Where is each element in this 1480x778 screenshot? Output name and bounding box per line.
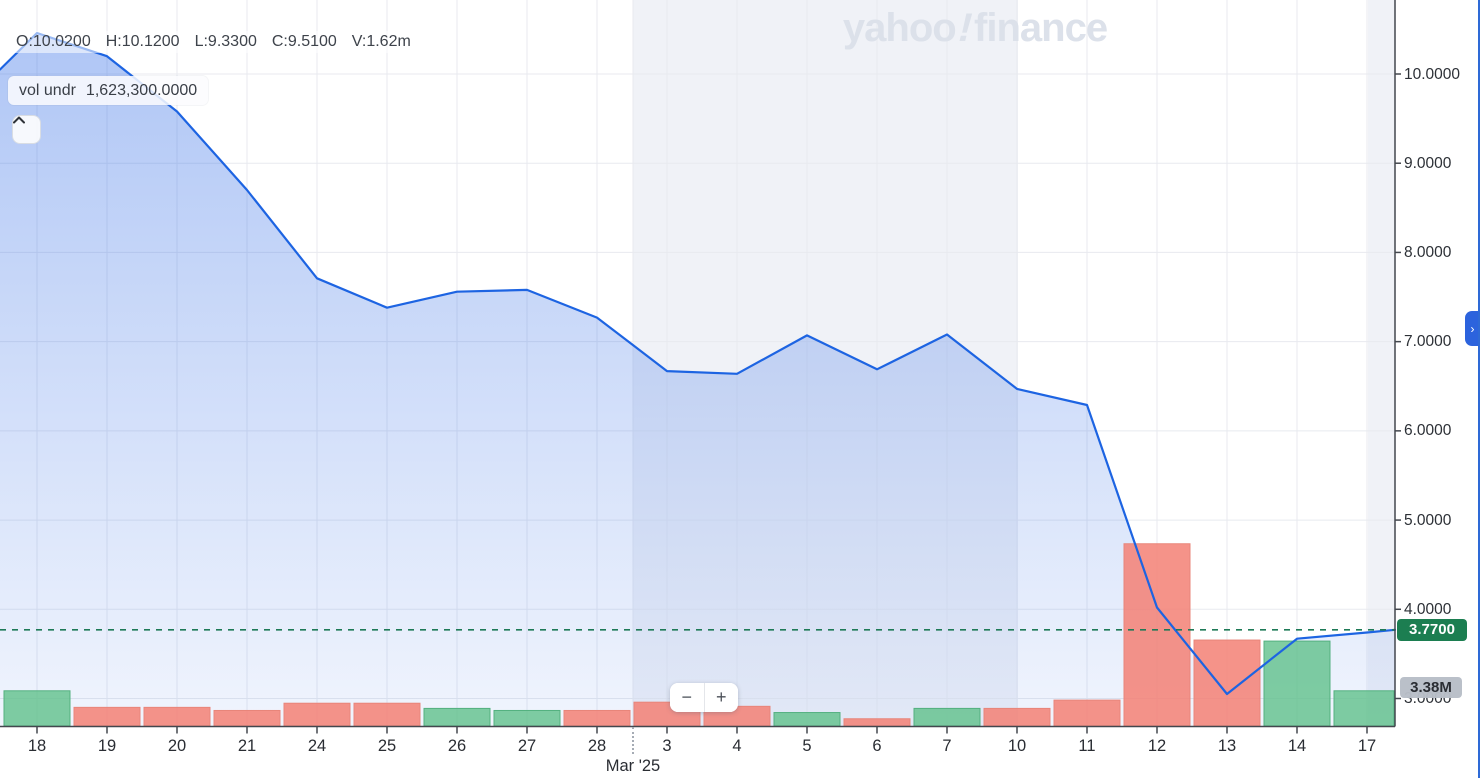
collapse-volume-button[interactable] <box>12 115 41 144</box>
x-axis-label: 24 <box>307 737 327 755</box>
x-axis-label: 14 <box>1287 737 1307 755</box>
x-axis-label: 13 <box>1217 737 1237 755</box>
yahoo-finance-watermark: yahoo!finance <box>842 6 1108 50</box>
volume-bar-down <box>1053 699 1121 727</box>
zoom-in-button[interactable]: + <box>704 683 738 712</box>
volume-bar-down <box>563 709 631 727</box>
ohlcv-item: H:10.1200 <box>105 33 180 50</box>
month-separator-dotted-line <box>632 727 634 754</box>
x-axis-label: 19 <box>97 737 117 755</box>
volume-bar-down <box>73 706 141 727</box>
price-area-fill <box>0 33 1395 726</box>
x-axis-label: 21 <box>237 737 257 755</box>
volume-bars <box>3 543 1395 727</box>
week-band <box>1368 0 1395 726</box>
x-axis-label: 11 <box>1078 737 1096 755</box>
volume-bar-down <box>143 706 211 727</box>
ohlcv-item: O:10.0200 <box>16 33 91 50</box>
volume-bar-down <box>843 718 911 727</box>
x-axis-label: 7 <box>942 737 952 755</box>
volume-bar-down <box>353 702 421 727</box>
volume-bar-up <box>423 707 491 727</box>
volume-bar-down <box>983 707 1051 727</box>
x-axis-label: 27 <box>517 737 537 755</box>
y-axis-label: 5.0000 <box>1404 511 1452 529</box>
volume-bar-up <box>773 712 841 727</box>
month-axis-label: Mar '25 <box>605 757 661 775</box>
zoom-control: − + <box>670 683 738 712</box>
last-volume-badge: 3.38M <box>1400 677 1462 698</box>
y-axis-label: 6.0000 <box>1404 422 1452 440</box>
ohlcv-legend: O:10.0200 H:10.1200 L:9.3300 C:9.5100 V:1.62… <box>8 31 434 53</box>
chevron-right-icon: › <box>1470 321 1475 336</box>
panel-right-edge-line <box>1477 0 1480 778</box>
volume-bar-down <box>283 702 351 727</box>
last-price-badge: 3.7700 <box>1397 619 1467 641</box>
ohlcv-item: V:1.62m <box>351 33 411 50</box>
x-axis-label: 26 <box>447 737 467 755</box>
scroll-right-button[interactable]: › <box>1465 311 1480 346</box>
x-axis-label: 3 <box>662 737 672 755</box>
volume-legend: vol undr 1,623,300.0000 <box>8 76 209 105</box>
x-axis-label: 18 <box>27 737 47 755</box>
y-axis-label: 8.0000 <box>1404 243 1452 261</box>
zoom-out-button[interactable]: − <box>670 683 704 712</box>
y-axis-label: 7.0000 <box>1404 333 1452 351</box>
x-axis-label: 20 <box>167 737 187 755</box>
y-axis-label: 10.0000 <box>1404 65 1461 83</box>
price-line <box>0 31 1397 696</box>
ohlcv-item: C:9.5100 <box>271 33 337 50</box>
y-axis-label: 4.0000 <box>1404 600 1452 618</box>
x-axis-label: 4 <box>732 737 742 755</box>
x-axis-label: 28 <box>587 737 607 755</box>
volume-bar-up <box>913 707 981 727</box>
x-axis-label: 5 <box>802 737 812 755</box>
x-axis-label: 17 <box>1357 737 1377 755</box>
volume-bar-up <box>1263 640 1331 727</box>
x-axis-label: 12 <box>1147 737 1167 755</box>
volume-legend-label: vol undr <box>19 82 76 99</box>
volume-bar-up <box>1333 690 1395 727</box>
y-axis-label: 9.0000 <box>1404 154 1452 172</box>
x-axis-label: 25 <box>377 737 397 755</box>
zoom-control-divider <box>703 683 705 712</box>
tick-marks <box>36 73 1401 734</box>
x-axis-label: 10 <box>1007 737 1027 755</box>
volume-bar-up <box>3 690 71 727</box>
volume-bar-down <box>213 709 281 727</box>
x-axis-label: 6 <box>872 737 882 755</box>
axis-lines <box>0 0 1396 728</box>
chevron-up-icon <box>13 116 25 124</box>
volume-bar-down <box>1193 639 1261 727</box>
volume-bar-up <box>493 709 561 727</box>
volume-legend-value: 1,623,300.0000 <box>85 82 198 99</box>
ohlcv-item: L:9.3300 <box>194 33 257 50</box>
